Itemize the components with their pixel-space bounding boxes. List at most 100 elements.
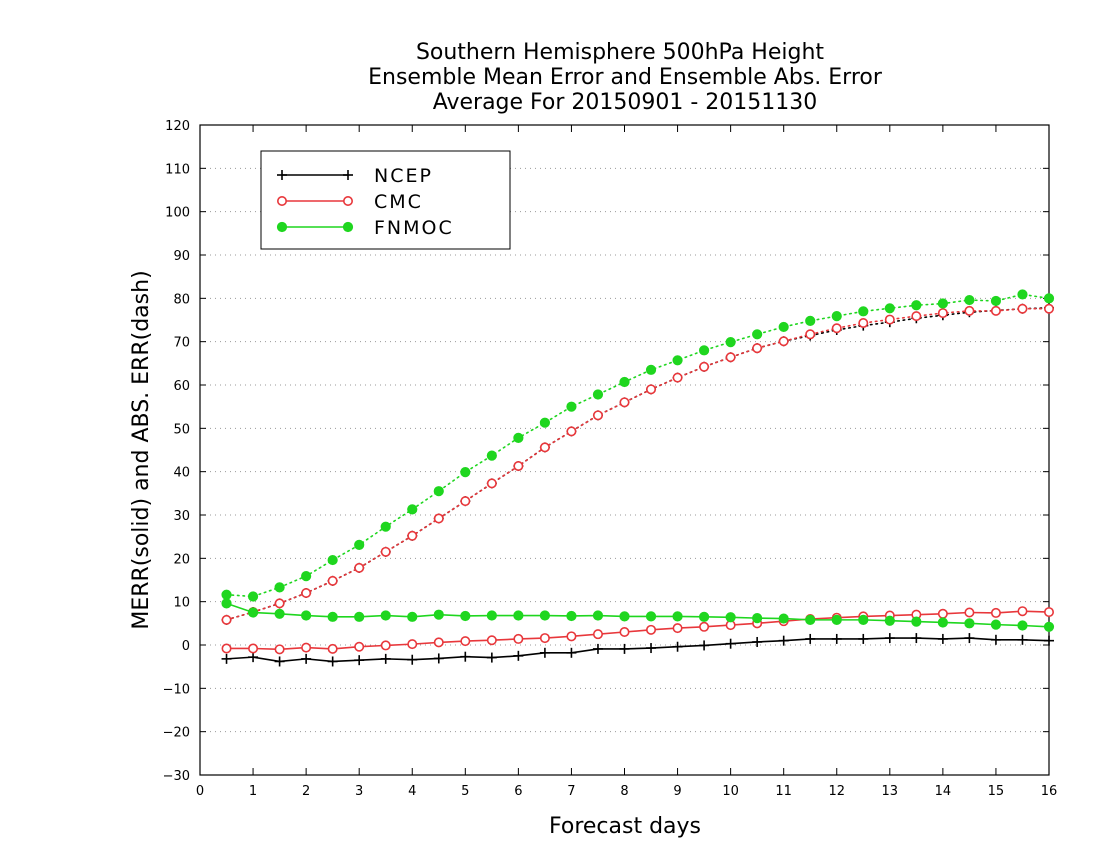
y-tick-label: 80 — [173, 292, 190, 307]
merr-point — [619, 611, 630, 622]
legend-marker — [342, 221, 354, 233]
chart-title: Southern Hemisphere 500hPa Height Ensemb… — [368, 40, 883, 115]
x-tick-label: 8 — [620, 784, 628, 799]
legend-marker — [277, 170, 287, 180]
merr-point — [964, 618, 975, 629]
merr-point — [592, 610, 604, 621]
y-tick-label: 0 — [182, 639, 190, 654]
abs-err-point — [884, 314, 895, 325]
merr-point — [619, 626, 630, 637]
merr-point — [858, 614, 869, 625]
merr-point — [911, 616, 922, 627]
title-line-2: Ensemble Mean Error and Ensemble Abs. Er… — [368, 65, 883, 90]
abs-err-point — [645, 364, 657, 375]
title-line-3: Average For 20150901 - 20151130 — [433, 90, 818, 115]
merr-point — [248, 652, 259, 663]
merr-point — [937, 617, 948, 628]
merr-line — [226, 637, 1050, 663]
merr-point — [911, 633, 922, 644]
merr-point — [486, 610, 497, 621]
legend-box — [260, 150, 511, 250]
abs-err-line — [225, 293, 1050, 598]
merr-point — [831, 614, 842, 625]
y-tick-label: 40 — [173, 466, 190, 481]
merr-point — [990, 634, 1001, 645]
legend-items: NCEP CMC FNMOC — [276, 165, 454, 239]
x-tick-label: 11 — [775, 784, 792, 799]
y-tick-label: 60 — [173, 379, 190, 394]
merr-point — [327, 656, 338, 667]
abs-err-point — [964, 305, 975, 316]
merr-point — [672, 623, 683, 634]
legend-label: FNMOC — [374, 217, 454, 239]
merr-point — [725, 638, 736, 649]
merr-point — [327, 611, 338, 622]
abs-err-point — [301, 571, 312, 582]
merr-point — [539, 647, 550, 658]
abs-err-point — [778, 336, 789, 347]
legend-item-cmc: CMC — [276, 191, 421, 213]
merr-point — [566, 610, 577, 622]
merr-point — [433, 653, 444, 664]
merr-point — [354, 641, 365, 652]
merr-point — [513, 633, 524, 644]
merr-point — [752, 636, 763, 647]
abs-err-point — [433, 486, 444, 497]
x-tick-label: 2 — [302, 784, 310, 799]
merr-point — [937, 608, 948, 619]
merr-point — [1044, 635, 1054, 646]
x-tick-label: 1 — [249, 784, 257, 799]
abs-err-point — [327, 554, 338, 566]
merr-point — [805, 614, 816, 625]
abs-err-point — [592, 410, 603, 421]
merr-point — [937, 633, 948, 644]
abs-err-point — [592, 389, 604, 400]
merr-point — [672, 641, 683, 652]
series-layer — [221, 289, 1055, 667]
x-tick-label: 13 — [882, 784, 899, 799]
abs-err-point — [221, 589, 232, 600]
merr-point — [1017, 634, 1028, 645]
merr-point — [274, 644, 285, 655]
legend-marker — [276, 196, 287, 207]
merr-point — [221, 598, 232, 609]
merr-point — [592, 629, 603, 640]
x-tick-label: 9 — [673, 784, 681, 799]
abs-err-point — [937, 298, 948, 309]
legend-marker — [342, 196, 353, 207]
merr-point — [248, 643, 259, 654]
abs-err-point — [327, 575, 338, 586]
abs-err-point — [539, 417, 551, 428]
abs-err-point — [646, 384, 657, 395]
merr-point — [327, 643, 338, 654]
series-fnmoc — [221, 289, 1055, 632]
x-tick-label: 6 — [514, 784, 522, 799]
merr-point — [699, 621, 710, 632]
y-tick-label: −30 — [163, 769, 190, 784]
merr-point — [964, 607, 975, 618]
abs-err-point — [990, 295, 1002, 307]
abs-err-point — [513, 432, 524, 443]
merr-point — [380, 610, 391, 621]
merr-point — [460, 636, 471, 647]
y-axis-label: MERR(solid) and ABS. ERR(dash) — [129, 270, 154, 629]
merr-point — [778, 613, 789, 624]
merr-point — [380, 640, 391, 651]
merr-point — [354, 611, 365, 622]
abs-err-point — [725, 352, 736, 363]
y-tick-label: 20 — [173, 552, 190, 567]
abs-err-point — [619, 376, 630, 388]
x-tick-label: 5 — [461, 784, 469, 799]
abs-err-point — [1044, 303, 1055, 314]
merr-point — [221, 643, 232, 654]
abs-err-point — [805, 315, 816, 326]
abs-err-point — [805, 329, 816, 340]
merr-point — [884, 615, 895, 626]
abs-err-point — [619, 397, 630, 408]
merr-point — [407, 611, 418, 622]
abs-err-point — [1043, 293, 1055, 304]
x-tick-label: 14 — [935, 784, 952, 799]
abs-err-point — [486, 478, 497, 489]
merr-point — [1044, 607, 1055, 618]
